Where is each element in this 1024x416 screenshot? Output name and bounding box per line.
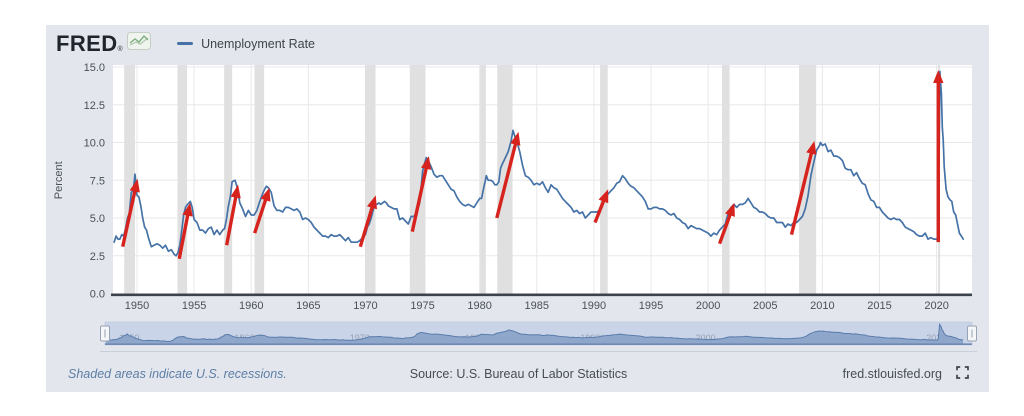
recession-spike-arrow — [789, 140, 817, 236]
x-tick-label: 1960 — [239, 300, 263, 312]
chart-footer: Shaded areas indicate U.S. recessions. S… — [68, 366, 969, 382]
navigator-line — [106, 323, 964, 343]
y-tick-label: 15.0 — [84, 62, 105, 74]
x-tick-label: 1980 — [467, 300, 491, 312]
chart-panel: 1950 1955 1960 1965 1970 1975 1980 1985 1990 1995… — [46, 25, 989, 392]
site-link[interactable]: fred.stlouisfed.org — [842, 367, 942, 381]
recession-band — [600, 65, 608, 294]
recession-spike-arrow — [253, 187, 271, 234]
navigator-decade-label: 2020 — [926, 333, 946, 343]
fred-logo[interactable]: FRED® — [56, 30, 124, 56]
x-tick-label: 1990 — [582, 300, 606, 312]
recession-spike-arrow — [933, 70, 944, 243]
recession-spike-arrow — [593, 189, 609, 224]
recession-band — [799, 65, 817, 294]
registered-mark: ® — [117, 45, 124, 53]
chart-header: FRED® Unemployment Rate — [56, 32, 315, 55]
recession-spike-arrow — [121, 178, 140, 248]
recession-band — [177, 65, 188, 294]
legend-line-swatch — [177, 42, 194, 45]
x-tick-label: 2005 — [753, 300, 777, 312]
recession-band — [224, 65, 233, 294]
recession-note: Shaded areas indicate U.S. recessions. — [68, 367, 287, 381]
navigator-decade-label: 1970 — [350, 333, 370, 343]
x-tick-label: 1985 — [525, 300, 549, 312]
recession-spike-arrow — [410, 156, 432, 232]
y-tick-label: 7.5 — [90, 175, 105, 187]
unemployment-chart: 1950 1955 1960 1965 1970 1975 1980 1985 1990 1995… — [53, 62, 977, 346]
recession-band — [721, 65, 730, 294]
fullscreen-icon — [956, 366, 969, 382]
legend: Unemployment Rate — [177, 37, 315, 51]
x-tick-label: 1965 — [296, 300, 320, 312]
fred-sparkline-icon — [127, 32, 152, 55]
fullscreen-button[interactable] — [956, 366, 969, 382]
x-tick-label: 2020 — [924, 300, 948, 312]
legend-series-label[interactable]: Unemployment Rate — [201, 36, 316, 51]
x-tick-label: 1995 — [639, 300, 663, 312]
plot-area[interactable] — [113, 65, 972, 294]
source-text: Source: U.S. Bureau of Labor Statistics — [409, 367, 628, 381]
recession-spike-arrow — [358, 195, 377, 248]
x-tick-label: 2015 — [867, 300, 891, 312]
y-axis-title: Percent — [53, 161, 65, 199]
y-tick-label: 10.0 — [84, 138, 105, 150]
recession-spike-arrow — [717, 202, 735, 245]
navigator-decade-label: 2000 — [696, 333, 716, 343]
y-tick-label: 2.5 — [90, 251, 105, 263]
recession-spike-arrow — [224, 184, 241, 246]
fred-logo-text: FRED — [56, 30, 118, 56]
recession-spike-arrow — [177, 202, 193, 260]
recession-band — [480, 65, 486, 294]
recession-band — [409, 65, 426, 294]
recession-spike-arrow — [495, 131, 521, 219]
y-tick-label: 0.0 — [90, 289, 105, 301]
x-tick-label: 1955 — [182, 300, 206, 312]
x-tick-label: 1970 — [353, 300, 377, 312]
recession-band — [364, 65, 376, 294]
recession-band — [124, 65, 136, 294]
x-tick-label: 2010 — [810, 300, 834, 312]
y-tick-label: 12.5 — [84, 100, 105, 112]
recession-band — [254, 65, 265, 294]
x-tick-label: 1950 — [125, 300, 149, 312]
x-tick-label: 1975 — [410, 300, 434, 312]
footer-divider — [100, 351, 977, 352]
y-tick-label: 5.0 — [90, 213, 105, 225]
x-tick-label: 2000 — [696, 300, 720, 312]
